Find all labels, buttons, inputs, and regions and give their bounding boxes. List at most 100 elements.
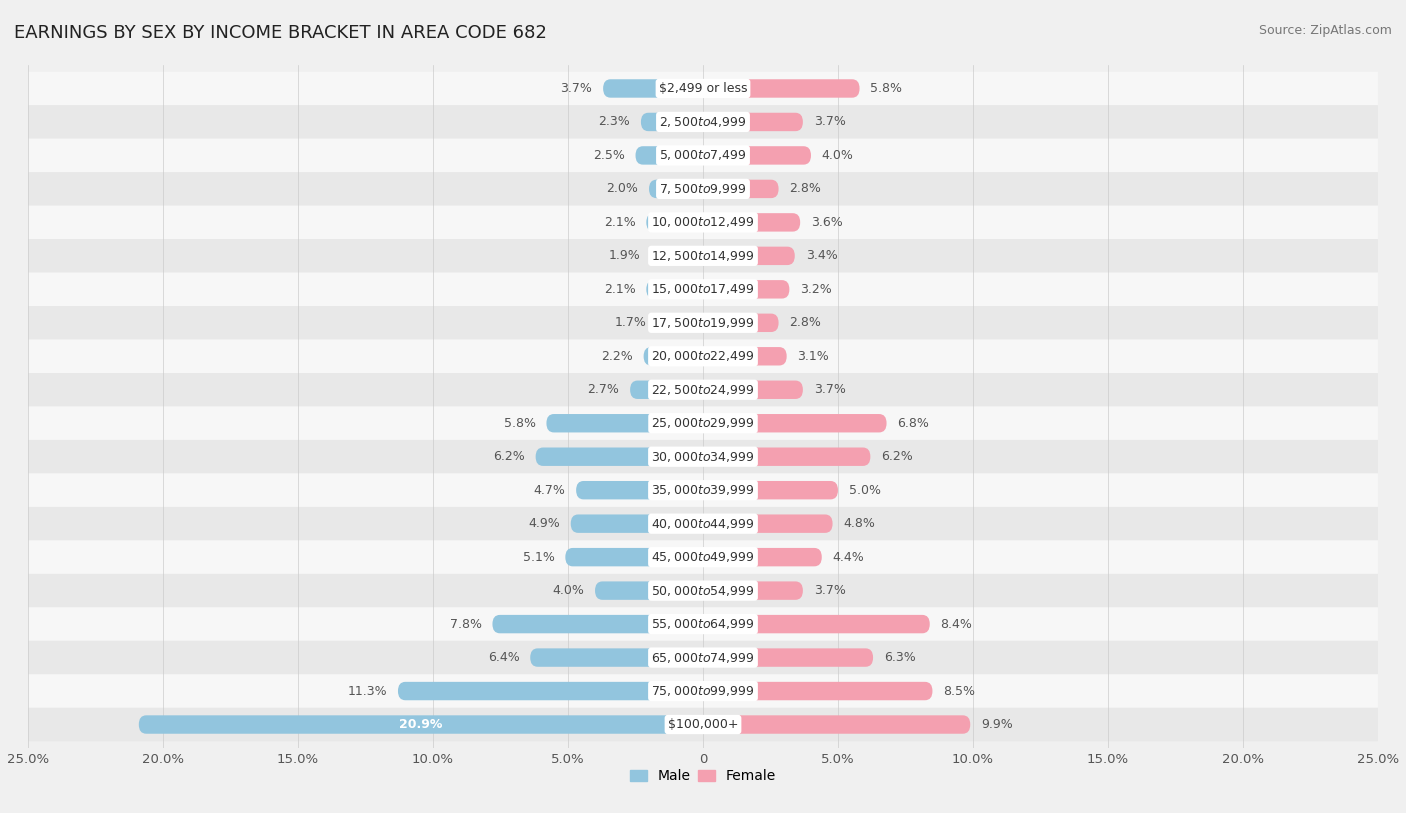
FancyBboxPatch shape	[28, 473, 1378, 507]
FancyBboxPatch shape	[703, 515, 832, 533]
FancyBboxPatch shape	[536, 447, 703, 466]
Text: 4.4%: 4.4%	[832, 550, 865, 563]
FancyBboxPatch shape	[28, 272, 1378, 306]
Legend: Male, Female: Male, Female	[624, 763, 782, 789]
Text: EARNINGS BY SEX BY INCOME BRACKET IN AREA CODE 682: EARNINGS BY SEX BY INCOME BRACKET IN ARE…	[14, 24, 547, 42]
Text: $55,000 to $64,999: $55,000 to $64,999	[651, 617, 755, 631]
Text: $15,000 to $17,499: $15,000 to $17,499	[651, 282, 755, 296]
Text: $7,500 to $9,999: $7,500 to $9,999	[659, 182, 747, 196]
Text: 1.9%: 1.9%	[609, 250, 641, 263]
Text: 8.5%: 8.5%	[943, 685, 976, 698]
FancyBboxPatch shape	[647, 213, 703, 232]
FancyBboxPatch shape	[703, 280, 789, 298]
Text: 7.8%: 7.8%	[450, 618, 482, 631]
Text: 3.4%: 3.4%	[806, 250, 838, 263]
FancyBboxPatch shape	[644, 347, 703, 366]
Text: 2.2%: 2.2%	[600, 350, 633, 363]
Text: 9.9%: 9.9%	[981, 718, 1012, 731]
Text: 3.2%: 3.2%	[800, 283, 832, 296]
Text: 4.9%: 4.9%	[529, 517, 560, 530]
FancyBboxPatch shape	[565, 548, 703, 567]
FancyBboxPatch shape	[703, 246, 794, 265]
FancyBboxPatch shape	[703, 447, 870, 466]
FancyBboxPatch shape	[28, 340, 1378, 373]
FancyBboxPatch shape	[703, 649, 873, 667]
Text: $40,000 to $44,999: $40,000 to $44,999	[651, 517, 755, 531]
FancyBboxPatch shape	[703, 213, 800, 232]
FancyBboxPatch shape	[28, 139, 1378, 172]
Text: 2.7%: 2.7%	[588, 383, 619, 396]
FancyBboxPatch shape	[28, 172, 1378, 206]
Text: 6.4%: 6.4%	[488, 651, 519, 664]
FancyBboxPatch shape	[28, 607, 1378, 641]
Text: 2.1%: 2.1%	[603, 216, 636, 229]
Text: 1.7%: 1.7%	[614, 316, 647, 329]
FancyBboxPatch shape	[28, 105, 1378, 139]
FancyBboxPatch shape	[657, 314, 703, 332]
FancyBboxPatch shape	[703, 79, 859, 98]
Text: 5.8%: 5.8%	[870, 82, 903, 95]
FancyBboxPatch shape	[28, 507, 1378, 541]
Text: 6.2%: 6.2%	[494, 450, 524, 463]
Text: 2.0%: 2.0%	[606, 182, 638, 195]
FancyBboxPatch shape	[703, 314, 779, 332]
Text: $2,500 to $4,999: $2,500 to $4,999	[659, 115, 747, 129]
FancyBboxPatch shape	[28, 306, 1378, 340]
Text: 4.0%: 4.0%	[821, 149, 853, 162]
FancyBboxPatch shape	[703, 615, 929, 633]
Text: 6.3%: 6.3%	[884, 651, 915, 664]
Text: 3.7%: 3.7%	[561, 82, 592, 95]
Text: 4.7%: 4.7%	[533, 484, 565, 497]
FancyBboxPatch shape	[641, 113, 703, 131]
FancyBboxPatch shape	[703, 146, 811, 164]
Text: 3.7%: 3.7%	[814, 115, 845, 128]
FancyBboxPatch shape	[576, 481, 703, 499]
Text: Source: ZipAtlas.com: Source: ZipAtlas.com	[1258, 24, 1392, 37]
Text: $30,000 to $34,999: $30,000 to $34,999	[651, 450, 755, 463]
FancyBboxPatch shape	[28, 641, 1378, 674]
Text: 2.5%: 2.5%	[593, 149, 624, 162]
FancyBboxPatch shape	[492, 615, 703, 633]
FancyBboxPatch shape	[650, 180, 703, 198]
Text: 2.1%: 2.1%	[603, 283, 636, 296]
FancyBboxPatch shape	[703, 180, 779, 198]
FancyBboxPatch shape	[28, 72, 1378, 105]
FancyBboxPatch shape	[547, 414, 703, 433]
FancyBboxPatch shape	[603, 79, 703, 98]
Text: 8.4%: 8.4%	[941, 618, 973, 631]
FancyBboxPatch shape	[703, 581, 803, 600]
FancyBboxPatch shape	[398, 682, 703, 700]
Text: 5.1%: 5.1%	[523, 550, 554, 563]
FancyBboxPatch shape	[28, 406, 1378, 440]
FancyBboxPatch shape	[595, 581, 703, 600]
FancyBboxPatch shape	[28, 541, 1378, 574]
Text: $17,500 to $19,999: $17,500 to $19,999	[651, 315, 755, 330]
FancyBboxPatch shape	[703, 380, 803, 399]
FancyBboxPatch shape	[703, 548, 821, 567]
Text: 5.8%: 5.8%	[503, 417, 536, 430]
Text: $65,000 to $74,999: $65,000 to $74,999	[651, 650, 755, 664]
FancyBboxPatch shape	[703, 715, 970, 734]
Text: $12,500 to $14,999: $12,500 to $14,999	[651, 249, 755, 263]
FancyBboxPatch shape	[28, 373, 1378, 406]
FancyBboxPatch shape	[530, 649, 703, 667]
Text: 6.8%: 6.8%	[897, 417, 929, 430]
FancyBboxPatch shape	[28, 206, 1378, 239]
Text: $5,000 to $7,499: $5,000 to $7,499	[659, 149, 747, 163]
Text: $45,000 to $49,999: $45,000 to $49,999	[651, 550, 755, 564]
Text: 20.9%: 20.9%	[399, 718, 443, 731]
Text: 3.6%: 3.6%	[811, 216, 842, 229]
Text: $35,000 to $39,999: $35,000 to $39,999	[651, 483, 755, 498]
Text: $10,000 to $12,499: $10,000 to $12,499	[651, 215, 755, 229]
FancyBboxPatch shape	[652, 246, 703, 265]
FancyBboxPatch shape	[703, 347, 787, 366]
Text: 4.8%: 4.8%	[844, 517, 876, 530]
FancyBboxPatch shape	[647, 280, 703, 298]
FancyBboxPatch shape	[571, 515, 703, 533]
Text: 3.1%: 3.1%	[797, 350, 830, 363]
FancyBboxPatch shape	[139, 715, 703, 734]
Text: 6.2%: 6.2%	[882, 450, 912, 463]
Text: 3.7%: 3.7%	[814, 584, 845, 597]
Text: $50,000 to $54,999: $50,000 to $54,999	[651, 584, 755, 598]
Text: 2.8%: 2.8%	[789, 182, 821, 195]
